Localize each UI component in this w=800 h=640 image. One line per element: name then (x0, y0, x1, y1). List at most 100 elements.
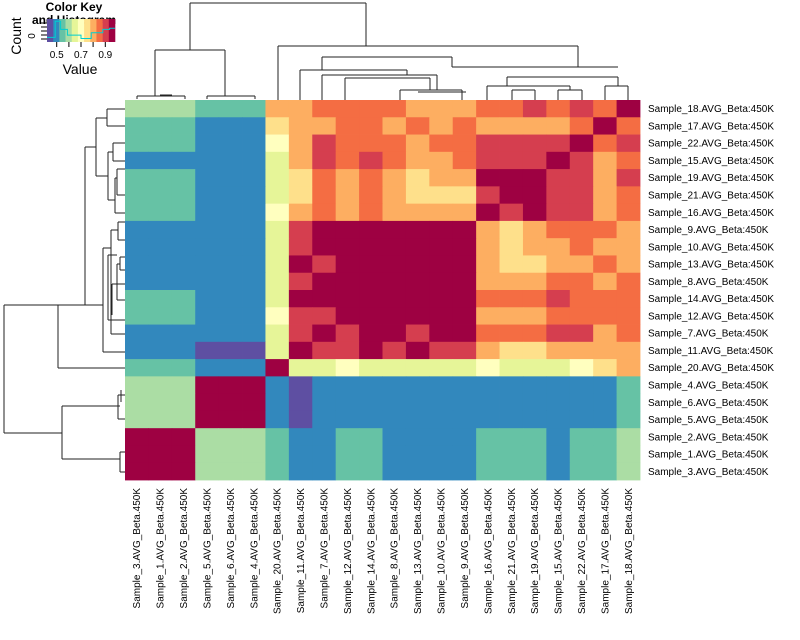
heatmap-cell (125, 134, 149, 153)
heatmap-cell (593, 151, 617, 170)
heatmap-cell (359, 428, 383, 446)
heatmap-cell (171, 376, 196, 395)
heatmap-cell (499, 203, 524, 222)
color-key-ticks: 0.5 0.7 0.9 (50, 42, 113, 61)
row-label: Sample_2.AVG_Beta:450K (648, 432, 769, 443)
heatmap-cell (522, 359, 547, 377)
heatmap-cell (148, 324, 173, 343)
heatmap-cell (265, 134, 290, 153)
heatmap-cell (546, 290, 571, 308)
heatmap-cell (522, 307, 547, 325)
heatmap-cell (148, 117, 173, 135)
heatmap-cell (312, 393, 337, 412)
heatmap-cell (125, 169, 149, 187)
column-dendrogram (136, 2, 629, 100)
heatmap-cell (288, 151, 313, 170)
heatmap-cell (476, 341, 500, 360)
heatmap-cell (382, 462, 407, 481)
heatmap-cell (405, 410, 430, 429)
row-dendrogram (3, 108, 125, 473)
heatmap-cell (171, 186, 196, 205)
heatmap-cell (593, 290, 617, 308)
heatmap-cell (148, 428, 173, 446)
row-label: Sample_11.AVG_Beta:450K (648, 346, 774, 357)
heatmap-cell (195, 134, 220, 153)
heatmap-cell (429, 272, 454, 291)
heatmap-cell (405, 290, 430, 308)
heatmap-cell (218, 341, 243, 360)
heatmap-cell (335, 445, 360, 464)
column-label: Sample_3.AVG_Beta.450K (132, 488, 143, 609)
column-label: Sample_17.AVG_Beta.450K (600, 488, 611, 614)
heatmap-cell (616, 462, 641, 481)
heatmap-cell (405, 100, 430, 118)
heatmap-cell (312, 100, 337, 118)
heatmap-cell (265, 203, 290, 222)
heatmap-cell (382, 376, 407, 395)
heatmap-cell (569, 238, 594, 256)
heatmap-cell (359, 203, 383, 222)
heatmap-cell (452, 341, 477, 360)
heatmap-cell (125, 100, 149, 118)
heatmap-cell (265, 307, 290, 325)
heatmap-cell (242, 410, 266, 429)
heatmap-cell (359, 359, 383, 377)
heatmap-cell (288, 428, 313, 446)
row-label: Sample_14.AVG_Beta:450K (648, 294, 774, 305)
heatmap-cell (171, 359, 196, 377)
heatmap-cell (125, 220, 149, 239)
heatmap-cell (335, 272, 360, 291)
heatmap-cell (452, 462, 477, 481)
column-label: Sample_5.AVG_Beta.450K (202, 488, 213, 609)
heatmap-cell (218, 100, 243, 118)
heatmap-cell (242, 445, 266, 464)
heatmap-cell (499, 324, 524, 343)
heatmap-cell (312, 445, 337, 464)
heatmap-cell (569, 290, 594, 308)
heatmap-cell (125, 462, 149, 481)
heatmap-cell (335, 134, 360, 153)
heatmap-cell (593, 324, 617, 343)
heatmap-cell (593, 238, 617, 256)
heatmap-cell (312, 290, 337, 308)
row-label: Sample_22.AVG_Beta:450K (648, 139, 774, 150)
heatmap-cell (242, 272, 266, 291)
heatmap-cell (195, 445, 220, 464)
heatmap-cell (522, 324, 547, 343)
heatmap-cell (312, 341, 337, 360)
heatmap-cell (312, 376, 337, 395)
heatmap-cell (382, 169, 407, 187)
heatmap-cell (265, 410, 290, 429)
heatmap-cell (452, 290, 477, 308)
heatmap-cell (522, 428, 547, 446)
heatmap-cell (429, 410, 454, 429)
heatmap-cell (125, 428, 149, 446)
heatmap-cell (522, 203, 547, 222)
heatmap-cell (288, 238, 313, 256)
heatmap-cell (616, 341, 641, 360)
heatmap-cell (312, 255, 337, 274)
heatmap-cell (242, 220, 266, 239)
heatmap-cell (569, 100, 594, 118)
heatmap-cell (476, 376, 500, 395)
heatmap-cell (265, 445, 290, 464)
heatmap-cell (148, 393, 173, 412)
heatmap-cell (405, 255, 430, 274)
heatmap-cell (616, 290, 641, 308)
heatmap-cell (125, 238, 149, 256)
heatmap-cell (148, 307, 173, 325)
color-key-ylabel: Count (8, 17, 24, 54)
heatmap-cell (288, 186, 313, 205)
heatmap-cell (312, 462, 337, 481)
heatmap-cell (218, 255, 243, 274)
color-key-swatch (53, 19, 60, 42)
heatmap-cell (499, 341, 524, 360)
heatmap-cell (546, 359, 571, 377)
heatmap-cell (616, 186, 641, 205)
heatmap-cell (593, 255, 617, 274)
heatmap-cell (593, 359, 617, 377)
heatmap-cell (499, 462, 524, 481)
heatmap-cell (359, 169, 383, 187)
heatmap-cell (429, 134, 454, 153)
heatmap-cell (195, 238, 220, 256)
